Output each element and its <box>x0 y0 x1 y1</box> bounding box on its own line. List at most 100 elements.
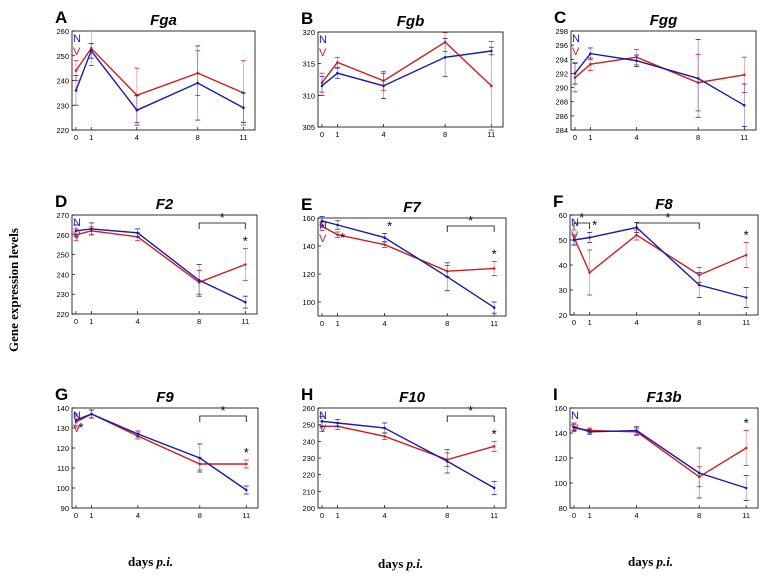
x-tick-label: 11 <box>487 130 495 139</box>
significance-star: * <box>387 218 392 233</box>
significance-bracket <box>446 415 495 422</box>
panel-title: F13b <box>646 389 681 406</box>
significance-star: * <box>221 403 226 418</box>
significance-bracket <box>198 222 246 229</box>
data-point-n <box>445 275 449 279</box>
significance-star: * <box>243 234 248 249</box>
significance-star: * <box>340 230 345 245</box>
data-point-n <box>572 238 576 242</box>
x-tick-label: 0 <box>320 511 324 520</box>
x-axis-label-days: days <box>378 556 404 571</box>
y-tick-label: 220 <box>56 126 69 135</box>
x-tick-label: 8 <box>445 511 449 520</box>
legend-label-n: N <box>319 34 327 46</box>
legend-label-n: N <box>73 217 81 229</box>
y-tick-label: 240 <box>302 437 315 446</box>
data-point-n <box>196 81 200 85</box>
x-tick-label: 0 <box>74 511 78 520</box>
legend-label-v: V <box>319 233 327 245</box>
significance-bracket <box>573 222 591 229</box>
x-tick-label: 8 <box>197 317 201 326</box>
x-tick-label: 4 <box>135 133 139 142</box>
y-tick-label: 230 <box>302 454 315 463</box>
data-point-n <box>244 488 248 492</box>
significance-star: * <box>579 210 584 225</box>
y-tick-label: 120 <box>56 444 69 453</box>
x-axis-label-col2: days p.i. <box>378 556 423 572</box>
plot-frame <box>570 30 757 131</box>
y-tick-label: 240 <box>56 270 69 279</box>
significance-star: * <box>468 213 473 228</box>
y-tick-label: 30 <box>559 286 567 295</box>
data-point-n <box>697 471 701 475</box>
x-tick-label: 4 <box>634 133 638 142</box>
x-tick-label: 1 <box>588 511 592 520</box>
y-axis-label: Gene expression levels <box>6 228 21 352</box>
series-line-v <box>321 41 492 87</box>
y-tick-label: 315 <box>302 60 315 69</box>
y-tick-label: 200 <box>302 504 315 513</box>
panel-letter: I <box>553 385 558 404</box>
data-point-n <box>198 456 202 460</box>
data-point-v <box>244 462 248 466</box>
y-tick-label: 160 <box>302 214 315 223</box>
x-tick-label: 11 <box>239 133 247 142</box>
x-axis-label-col1: days p.i. <box>128 554 173 570</box>
series-line-n <box>573 226 747 299</box>
legend-label-n: N <box>572 33 580 45</box>
x-axis-label-days: days <box>128 554 154 569</box>
data-point-n <box>382 84 385 88</box>
series-line-v <box>321 225 495 272</box>
y-tick-label: 100 <box>56 484 69 493</box>
data-point-n <box>320 420 324 423</box>
data-point-n <box>572 425 576 429</box>
panel-letter: A <box>55 8 67 27</box>
significance-star: * <box>492 426 497 441</box>
x-tick-label: 0 <box>74 133 78 142</box>
series-line-v <box>75 47 244 97</box>
data-point-n <box>635 429 638 432</box>
panel-D: D F2 220 230 240 250 260 270 0 1 4 8 11 NV * * <box>55 192 258 326</box>
panel-E: EF7100120140160014811NV**** <box>301 195 507 328</box>
significance-star: * <box>492 246 497 261</box>
x-tick-label: 11 <box>742 318 750 327</box>
data-point-n <box>492 486 496 490</box>
data-point-n <box>74 418 78 422</box>
x-tick-label: 0 <box>572 511 576 520</box>
plot-frame <box>317 217 507 317</box>
data-point-n <box>320 84 324 88</box>
series-line-n <box>573 426 747 489</box>
data-point-n <box>89 49 93 53</box>
x-tick-label: 8 <box>198 511 202 520</box>
series-line-v <box>75 230 246 284</box>
y-tick-label: 260 <box>56 231 69 240</box>
data-point-n <box>244 300 247 304</box>
data-point-n <box>197 279 201 282</box>
x-tick-label: 4 <box>635 511 639 520</box>
y-tick-label: 140 <box>56 404 69 413</box>
x-tick-label: 8 <box>443 130 447 139</box>
x-tick-label: 11 <box>241 317 249 326</box>
significance-star: * <box>78 420 83 435</box>
plot-frame <box>317 407 507 509</box>
y-tick-label: 160 <box>554 404 567 413</box>
x-tick-label: 4 <box>635 318 639 327</box>
data-point-n <box>697 283 701 287</box>
data-point-n <box>445 460 449 463</box>
y-tick-label: 260 <box>56 27 69 36</box>
significance-star: * <box>665 210 670 225</box>
series-line-n <box>75 49 244 112</box>
data-point-v <box>635 233 638 237</box>
x-tick-label: 11 <box>490 511 498 520</box>
y-tick-label: 230 <box>56 101 69 110</box>
y-tick-label: 230 <box>56 290 69 299</box>
y-tick-label: 100 <box>554 479 567 488</box>
x-tick-label: 4 <box>136 511 140 520</box>
x-tick-label: 4 <box>383 319 387 328</box>
data-point-v <box>74 69 78 72</box>
data-point-v <box>492 445 496 448</box>
y-tick-label: 298 <box>555 27 568 36</box>
